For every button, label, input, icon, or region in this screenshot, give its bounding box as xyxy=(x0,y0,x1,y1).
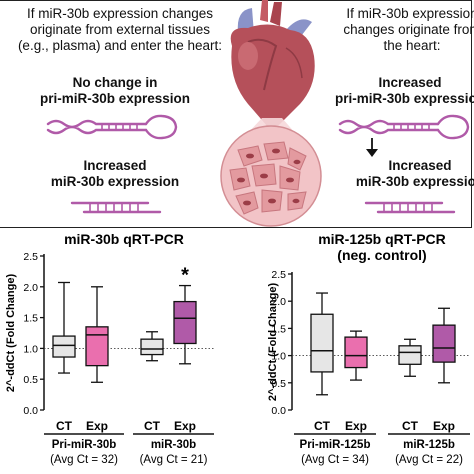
group-avg-ct: (Avg Ct = 21) xyxy=(140,454,208,466)
group-avg-ct: (Avg Ct = 22) xyxy=(395,454,463,466)
right-header: If miR-30b expression changes originate … xyxy=(343,6,474,54)
left-mature-mirna-duplex-icon xyxy=(70,201,162,214)
down-arrow-icon xyxy=(366,138,378,157)
y-tick-label: 0.0 xyxy=(271,405,286,417)
right-pri-text: Increased pri-miR-30b expression xyxy=(335,75,474,107)
box-iqr xyxy=(85,326,109,367)
left-pri-text: No change in pri-miR-30b expression xyxy=(40,75,190,107)
right-header-line-2: changes originate from xyxy=(343,22,474,37)
left-header: If miR-30b expression changes originate … xyxy=(18,6,222,54)
significance-marker: * xyxy=(181,265,189,287)
box-plot-charts: miR-30b qRT-PCR 2^-ddCt (Fold Change) 0.0 0… xyxy=(5,231,470,466)
group-label: Pri-miR-125b xyxy=(300,439,371,451)
group-tick-label: CT xyxy=(144,419,161,433)
group-avg-ct: (Avg Ct = 34) xyxy=(301,454,369,466)
group-tick-label: Exp xyxy=(345,419,367,433)
box-iqr xyxy=(398,345,422,365)
left-header-line-3: (e.g., plasma) and enter the heart: xyxy=(17,38,223,53)
left-header-line-1: If miR-30b expression changes xyxy=(26,6,214,21)
panel-a-frame xyxy=(0,0,472,228)
group-tick-label: CT xyxy=(314,419,331,433)
y-tick-label: 0.0 xyxy=(23,405,38,417)
heart-icon xyxy=(230,0,315,133)
y-tick-label: 1.5 xyxy=(23,313,38,325)
group-tick-label: CT xyxy=(402,419,419,433)
left-pri-line-2: pri-miR-30b expression xyxy=(39,91,191,106)
y-tick-label: 1.0 xyxy=(271,351,286,363)
right-pri-line-1: Increased xyxy=(378,75,442,90)
box-iqr xyxy=(310,313,334,373)
y-tick-label: 2.0 xyxy=(23,282,38,294)
y-tick-label: 1.0 xyxy=(23,343,38,355)
chart-title: miR-30b qRT-PCR xyxy=(64,231,184,247)
y-tick-label: 0.5 xyxy=(23,374,38,386)
right-header-line-3: the heart: xyxy=(383,38,441,53)
y-tick-label: 1.5 xyxy=(271,323,286,335)
left-header-line-2: originate from external tissues xyxy=(29,22,211,37)
chart-title: miR-125b qRT-PCR xyxy=(318,231,446,247)
group-tick-label: Exp xyxy=(174,419,196,433)
box-iqr xyxy=(140,338,164,356)
group-tick-label: CT xyxy=(56,419,73,433)
right-header-line-1: If miR-30b expression xyxy=(346,6,474,21)
group-label: miR-125b xyxy=(403,439,455,451)
y-tick-label: 2.5 xyxy=(271,269,286,281)
box-iqr xyxy=(52,335,76,358)
left-mature-line-2: miR-30b expression xyxy=(50,174,180,189)
schematic-illustration xyxy=(46,0,470,227)
chart-subtitle: (neg. control) xyxy=(337,247,426,263)
y-axis-label: 2^-ddCt (Fold Change) xyxy=(5,274,17,393)
left-mature-line-1: Increased xyxy=(83,158,147,173)
left-pri-mirna-hairpin-icon xyxy=(46,114,178,140)
box-iqr xyxy=(173,300,197,345)
group-tick-label: Exp xyxy=(433,419,455,433)
left-mature-text: Increased miR-30b expression xyxy=(51,158,179,190)
group-tick-label: Exp xyxy=(86,419,108,433)
y-axis-label: 2^-ddCt (Fold Change) xyxy=(267,283,279,402)
group-avg-ct: (Avg Ct = 32) xyxy=(50,454,118,466)
group-label: Pri-miR-30b xyxy=(52,439,117,451)
group-label: miR-30b xyxy=(151,439,196,451)
right-mature-mirna-duplex-icon xyxy=(364,201,456,214)
right-pri-line-2: pri-miR-30b expression xyxy=(334,91,474,106)
box-iqr xyxy=(432,324,456,363)
y-tick-label: 2.0 xyxy=(271,296,286,308)
y-tick-label: 2.5 xyxy=(23,251,38,263)
cardiac-tissue-icon xyxy=(220,125,322,227)
right-mature-text: Increased miR-30b expression xyxy=(356,158,474,190)
right-mature-line-2: miR-30b expression xyxy=(355,174,474,189)
left-pri-line-1: No change in xyxy=(72,75,158,90)
box-iqr xyxy=(344,336,368,369)
right-pri-mirna-hairpin-icon xyxy=(338,114,470,140)
right-mature-line-1: Increased xyxy=(388,158,452,173)
y-tick-label: 0.5 xyxy=(271,378,286,390)
